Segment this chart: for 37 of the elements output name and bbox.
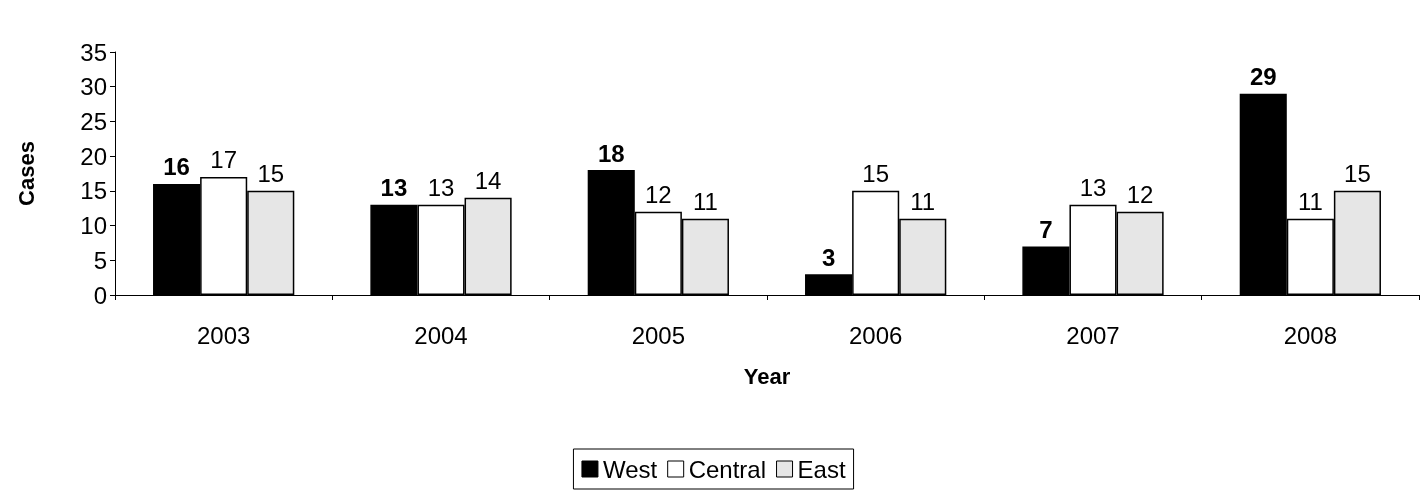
data-label: 13 bbox=[1079, 174, 1107, 202]
y-tick-label: 30 bbox=[80, 73, 107, 101]
data-label: 15 bbox=[862, 160, 890, 188]
data-label: 15 bbox=[1344, 160, 1371, 188]
y-tick-label: 25 bbox=[80, 107, 107, 135]
data-label: 11 bbox=[910, 188, 936, 216]
data-label: 3 bbox=[821, 243, 836, 271]
data-label: 12 bbox=[644, 181, 672, 209]
data-label: 14 bbox=[474, 167, 502, 195]
data-label: 18 bbox=[597, 139, 625, 167]
y-axis-title: Cases bbox=[13, 141, 39, 206]
data-label: 11 bbox=[692, 188, 718, 216]
data-label: 13 bbox=[380, 174, 408, 202]
data-label: 11 bbox=[1297, 188, 1323, 216]
y-tick-label: 15 bbox=[80, 177, 107, 205]
x-tick-label: 2006 bbox=[848, 321, 903, 349]
legend-label: West bbox=[602, 455, 658, 483]
y-tick-label: 0 bbox=[93, 281, 107, 309]
x-tick-label: 2008 bbox=[1283, 321, 1338, 349]
data-label: 13 bbox=[427, 174, 455, 202]
data-label: 7 bbox=[1039, 215, 1053, 243]
x-tick-label: 2004 bbox=[414, 321, 468, 349]
data-label: 15 bbox=[257, 160, 285, 188]
y-tick-label: 5 bbox=[93, 246, 107, 274]
y-tick-label: 35 bbox=[80, 38, 107, 66]
data-label: 12 bbox=[1126, 181, 1154, 209]
x-tick-label: 2007 bbox=[1066, 321, 1120, 349]
legend-label: Central bbox=[688, 455, 767, 483]
data-label: 17 bbox=[210, 146, 238, 174]
y-tick-label: 10 bbox=[80, 212, 107, 240]
data-label: 16 bbox=[163, 153, 190, 181]
x-tick-label: 2005 bbox=[631, 321, 686, 349]
x-axis-title: Year bbox=[743, 363, 791, 389]
legend-label: East bbox=[797, 455, 846, 483]
y-tick-label: 20 bbox=[80, 142, 107, 170]
x-tick-label: 2003 bbox=[196, 321, 251, 349]
data-label: 29 bbox=[1249, 63, 1277, 91]
